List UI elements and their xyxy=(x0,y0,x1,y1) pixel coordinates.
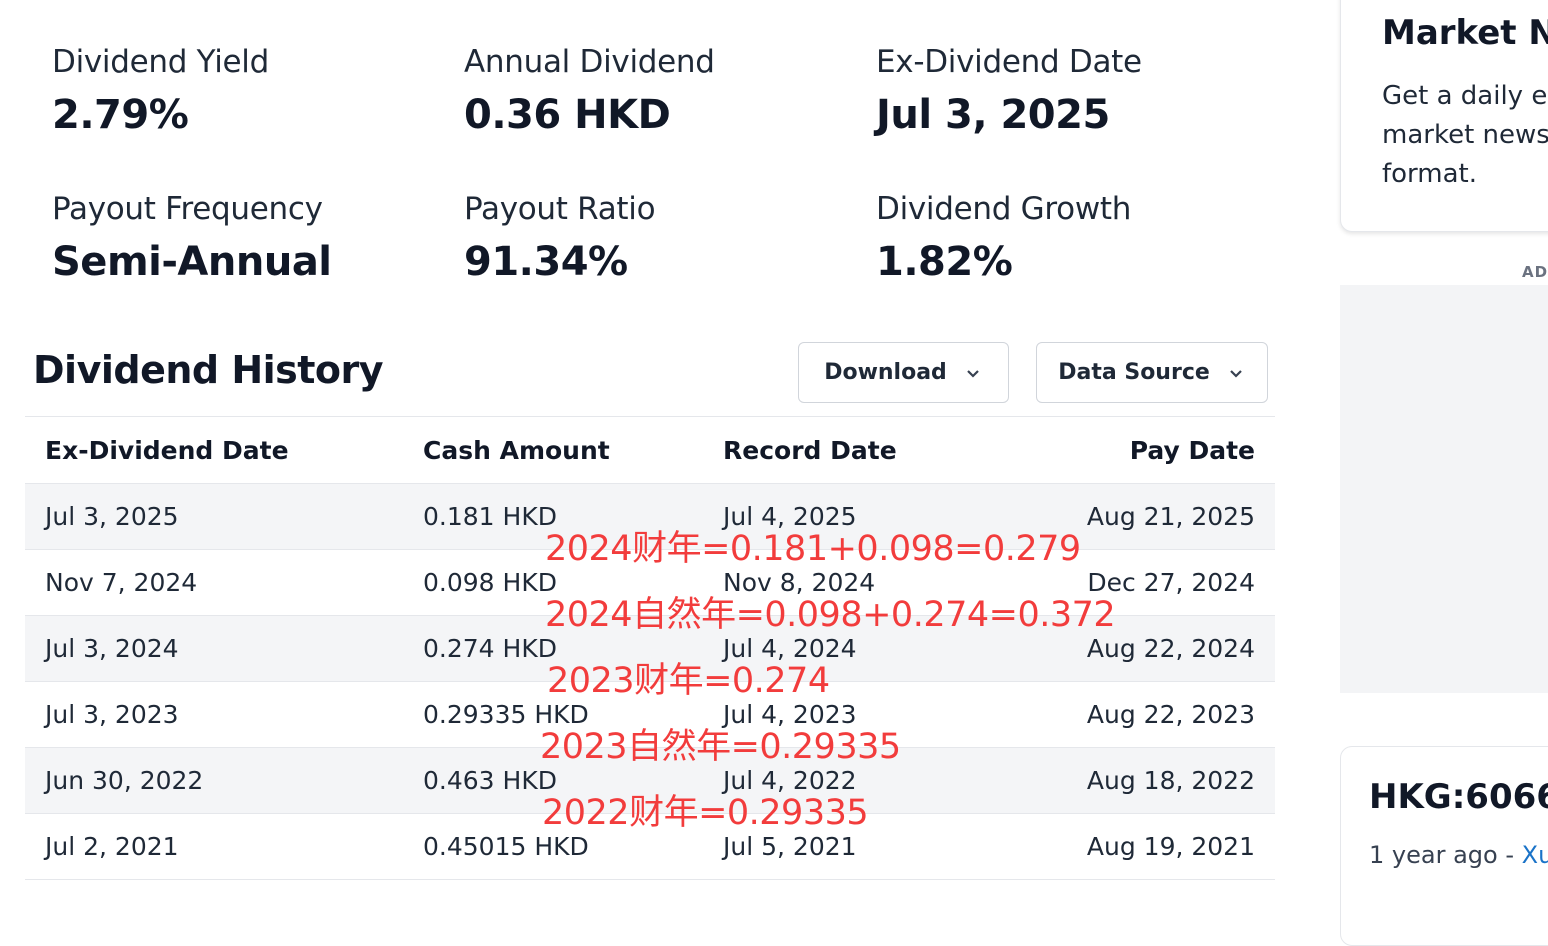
stat-label: Annual Dividend xyxy=(464,44,715,80)
table-cell: Jul 4, 2025 xyxy=(703,483,1003,550)
table-row: Nov 7, 2024 0.098 HKD Nov 8, 2024 Dec 27, 2… xyxy=(25,549,1275,616)
table-cell: Jul 3, 2025 xyxy=(25,483,403,550)
newsletter-description: Get a daily en market news format. xyxy=(1382,81,1548,189)
table-row: Jul 3, 2023 0.29335 HKD Jul 4, 2023 Aug 22,… xyxy=(25,681,1275,748)
table-cell: Jul 2, 2021 xyxy=(25,813,403,880)
chevron-down-icon xyxy=(967,369,979,378)
table-cell: 0.29335 HKD xyxy=(403,681,703,748)
column-header[interactable]: Cash Amount xyxy=(403,416,703,484)
news-article-card[interactable]: HKG:6066 I 1 year ago - Xun xyxy=(1340,746,1548,946)
data-source-label: Data Source xyxy=(1058,360,1210,385)
data-source-button[interactable]: Data Source xyxy=(1036,342,1268,403)
ad-placeholder[interactable] xyxy=(1340,285,1548,693)
table-header: Ex-Dividend Date Cash Amount Record Date… xyxy=(25,416,1275,484)
table-cell: Nov 8, 2024 xyxy=(703,549,1003,616)
article-time: 1 year ago - xyxy=(1369,841,1522,869)
table-cell: 0.463 HKD xyxy=(403,747,703,814)
download-label: Download xyxy=(824,360,947,385)
stat-annual-dividend: Annual Dividend 0.36 HKD xyxy=(464,44,715,138)
table-cell: Jul 4, 2024 xyxy=(703,615,1003,682)
annotation: 2024财年=0.181+0.098=0.279 xyxy=(545,529,1081,569)
stat-value: 0.36 HKD xyxy=(464,92,671,138)
stat-payout-ratio: Payout Ratio 91.34% xyxy=(464,191,656,285)
table-cell: Jul 4, 2022 xyxy=(703,747,1003,814)
download-button[interactable]: Download xyxy=(798,342,1009,403)
ad-label: AD xyxy=(1522,263,1548,281)
table-cell: Jul 4, 2023 xyxy=(703,681,1003,748)
table-cell: 0.274 HKD xyxy=(403,615,703,682)
table-cell: Jul 3, 2023 xyxy=(25,681,403,748)
newsletter-card[interactable]: Market Ne Get a daily en market news for… xyxy=(1340,0,1548,232)
article-meta: 1 year ago - Xun xyxy=(1369,841,1548,869)
stat-value: 1.82% xyxy=(876,239,1013,285)
stat-label: Ex-Dividend Date xyxy=(876,44,1142,80)
stat-label: Payout Ratio xyxy=(464,191,656,227)
stat-label: Dividend Growth xyxy=(876,191,1132,227)
table-cell: 0.181 HKD xyxy=(403,483,703,550)
table-cell: Aug 22, 2024 xyxy=(1003,615,1275,682)
annotation: 2022财年=0.29335 xyxy=(542,793,869,833)
table-cell: Aug 22, 2023 xyxy=(1003,681,1275,748)
table-cell: Aug 21, 2025 xyxy=(1003,483,1275,550)
chevron-down-icon xyxy=(1230,369,1242,378)
table-cell: 0.45015 HKD xyxy=(403,813,703,880)
newsletter-title: Market Ne xyxy=(1382,13,1548,53)
table-row: Jul 2, 2021 0.45015 HKD Jul 5, 2021 Aug 19,… xyxy=(25,813,1275,880)
section-title: Dividend History xyxy=(33,348,384,392)
stat-value: 91.34% xyxy=(464,239,628,285)
table-cell: Jul 3, 2024 xyxy=(25,615,403,682)
annotation: 2023财年=0.274 xyxy=(547,661,830,701)
column-header[interactable]: Ex-Dividend Date xyxy=(25,416,403,484)
table-cell: Aug 19, 2021 xyxy=(1003,813,1275,880)
article-source-link[interactable]: Xun xyxy=(1521,841,1548,869)
table-row: Jun 30, 2022 0.463 HKD Jul 4, 2022 Aug 18, … xyxy=(25,747,1275,814)
table-cell: 0.098 HKD xyxy=(403,549,703,616)
table-row: Jul 3, 2025 0.181 HKD Jul 4, 2025 Aug 21, 2… xyxy=(25,483,1275,550)
article-title[interactable]: HKG:6066 I xyxy=(1369,777,1548,817)
stat-dividend-yield: Dividend Yield 2.79% xyxy=(52,44,269,138)
table-row: Jul 3, 2024 0.274 HKD Jul 4, 2024 Aug 22, 2… xyxy=(25,615,1275,682)
stat-payout-frequency: Payout Frequency Semi-Annual xyxy=(52,191,332,285)
stat-label: Dividend Yield xyxy=(52,44,269,80)
stat-dividend-growth: Dividend Growth 1.82% xyxy=(876,191,1131,285)
stat-label: Payout Frequency xyxy=(52,191,323,227)
stat-ex-dividend-date: Ex-Dividend Date Jul 3, 2025 xyxy=(876,44,1142,138)
table-cell: Nov 7, 2024 xyxy=(25,549,403,616)
table-cell: Aug 18, 2022 xyxy=(1003,747,1275,814)
table-cell: Jun 30, 2022 xyxy=(25,747,403,814)
column-header[interactable]: Record Date xyxy=(703,416,1003,484)
table-cell: Jul 5, 2021 xyxy=(703,813,1003,880)
table-cell: Dec 27, 2024 xyxy=(1003,549,1275,616)
annotation: 2024自然年=0.098+0.274=0.372 xyxy=(545,595,1116,635)
stat-value: Jul 3, 2025 xyxy=(876,92,1110,138)
stat-value: 2.79% xyxy=(52,92,189,138)
column-header[interactable]: Pay Date xyxy=(1003,416,1275,484)
stat-value: Semi-Annual xyxy=(52,239,332,285)
dividend-history-table: Ex-Dividend Date Cash Amount Record Date… xyxy=(25,416,1275,880)
annotation: 2023自然年=0.29335 xyxy=(540,727,901,767)
